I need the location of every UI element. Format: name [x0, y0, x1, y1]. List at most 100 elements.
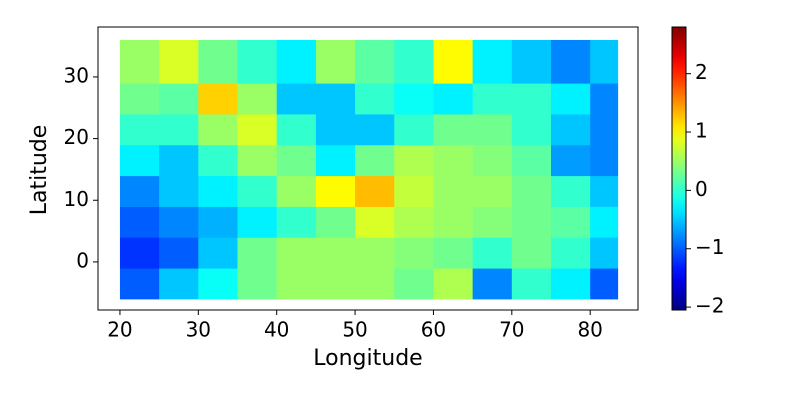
cell: [394, 83, 434, 115]
colorbar-tick-label: −2: [695, 294, 724, 318]
cell: [472, 175, 513, 207]
cell: [119, 175, 160, 207]
cell: [472, 83, 513, 115]
cell: [433, 175, 474, 207]
cell: [276, 237, 317, 269]
cell: [590, 113, 619, 146]
cell: [511, 39, 552, 84]
cell: [159, 144, 199, 177]
cell: [433, 268, 474, 300]
cell: [315, 237, 356, 269]
cell: [276, 175, 317, 207]
cell: [119, 206, 160, 238]
cell: [433, 39, 474, 84]
cell: [159, 83, 199, 115]
cell: [472, 268, 513, 300]
cell: [276, 268, 317, 300]
cell: [198, 144, 239, 177]
cell: [315, 175, 356, 207]
x-tick-label: 70: [499, 318, 524, 342]
cell: [315, 39, 356, 84]
cell: [237, 113, 278, 146]
cell: [119, 83, 160, 115]
cell: [119, 237, 160, 269]
cell: [119, 268, 160, 300]
cell: [551, 144, 591, 177]
cell: [355, 268, 395, 300]
cell: [159, 237, 199, 269]
cell: [237, 83, 278, 115]
cell: [511, 175, 552, 207]
cell: [433, 83, 474, 115]
cell: [472, 144, 513, 177]
cell: [276, 206, 317, 238]
cell: [276, 144, 317, 177]
cell: [590, 39, 619, 84]
cell: [198, 39, 239, 84]
cell: [433, 237, 474, 269]
cell: [472, 206, 513, 238]
cell: [159, 268, 199, 300]
x-axis-label: Longitude: [313, 346, 422, 371]
cell: [511, 268, 552, 300]
colorbar: [671, 26, 687, 311]
cell: [237, 144, 278, 177]
cell: [198, 175, 239, 207]
cell: [119, 144, 160, 177]
x-tick-label: 30: [186, 318, 211, 342]
cell: [355, 237, 395, 269]
x-tick-label: 20: [107, 318, 132, 342]
cell: [394, 268, 434, 300]
cell: [551, 206, 591, 238]
cell: [590, 206, 619, 238]
cell: [551, 237, 591, 269]
cell: [551, 83, 591, 115]
cell: [315, 144, 356, 177]
colorbar-tick-label: 0: [695, 177, 708, 201]
cell: [198, 113, 239, 146]
cell: [119, 113, 160, 146]
cell: [355, 113, 395, 146]
cell: [590, 237, 619, 269]
y-tick-label: 20: [64, 125, 89, 149]
cell: [511, 237, 552, 269]
cell: [159, 39, 199, 84]
cell: [590, 268, 619, 300]
cell: [511, 83, 552, 115]
cell: [237, 206, 278, 238]
cell: [159, 175, 199, 207]
cell: [551, 39, 591, 84]
x-tick-label: 60: [421, 318, 446, 342]
cell: [511, 206, 552, 238]
cell: [159, 206, 199, 238]
cell: [394, 113, 434, 146]
cell: [237, 175, 278, 207]
plot-frame: [97, 26, 639, 311]
cell: [198, 206, 239, 238]
cell: [237, 268, 278, 300]
cell: [355, 206, 395, 238]
cell: [315, 83, 356, 115]
cell: [198, 268, 239, 300]
cell: [276, 113, 317, 146]
colorbar-tick-label: 2: [695, 60, 708, 84]
cell: [355, 39, 395, 84]
cell: [472, 39, 513, 84]
cell: [394, 206, 434, 238]
cell: [551, 268, 591, 300]
y-tick-label: 30: [64, 63, 89, 87]
colorbar-tick-label: 1: [695, 119, 708, 143]
cell: [511, 113, 552, 146]
cell: [237, 39, 278, 84]
cell: [315, 268, 356, 300]
cell: [119, 39, 160, 84]
x-tick-label: 40: [264, 318, 289, 342]
x-tick-label: 50: [342, 318, 367, 342]
cell: [394, 144, 434, 177]
cell: [511, 144, 552, 177]
cell: [355, 83, 395, 115]
y-axis-label: Latitude: [27, 125, 52, 216]
colorbar-tick-label: −1: [695, 235, 724, 259]
